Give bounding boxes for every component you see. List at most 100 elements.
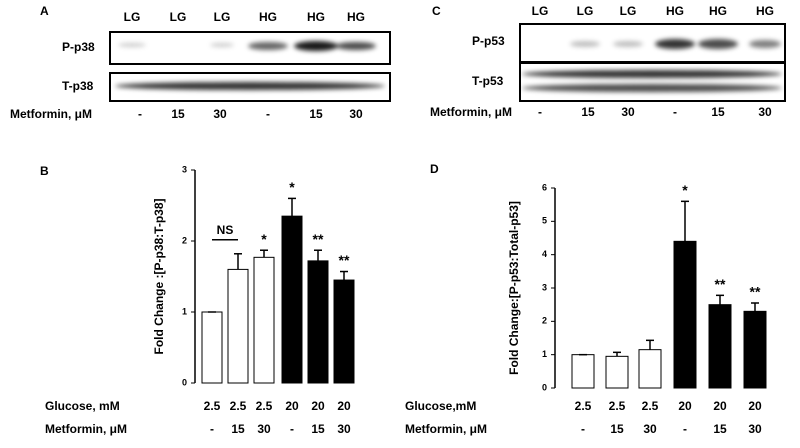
treatment-value: 15 [581,105,595,119]
error-bar [260,249,268,258]
error-bar [234,253,242,270]
bar [571,354,595,389]
row-value: 30 [643,422,657,436]
bar [307,260,329,384]
row-value: 2.5 [575,399,592,413]
row-label: Glucose, mM [45,399,120,413]
y-tick-label: 1 [182,306,187,316]
row-label: P-p38 [62,40,95,54]
y-tick-label: 3 [182,164,187,174]
row-value: 2.5 [204,399,221,413]
row-value: 20 [678,399,692,413]
bar [333,279,355,384]
row-value: 2.5 [230,399,247,413]
error-bar [288,197,296,217]
treatment-value: 30 [213,107,227,121]
treatment-value: 15 [711,105,725,119]
treatment-value: - [673,105,677,119]
row-label: P-p53 [472,34,505,48]
y-tick-label: 0 [542,382,547,392]
bar [201,311,223,384]
treatment-value: - [266,107,270,121]
error-bar [646,339,654,350]
error-bar [681,200,689,242]
lane-label: HG [259,10,277,24]
error-bar [716,294,724,305]
lane-label: HG [307,10,325,24]
bar [227,268,249,384]
treatment-value: 15 [171,107,185,121]
y-tick-label: 6 [542,182,547,192]
bar [743,310,767,389]
row-value: - [683,422,687,436]
error-bar [613,351,621,357]
significance: ** [750,284,761,300]
y-tick-label: 4 [542,249,547,259]
significance: ** [313,231,324,247]
bar [605,355,629,389]
row-value: 20 [337,399,351,413]
significance: * [682,182,688,198]
lane-label: HG [347,10,365,24]
panel-label: B [40,164,49,178]
significance: * [261,231,267,247]
lane-label: LG [170,10,187,24]
lane-label: LG [620,4,637,18]
bar [253,256,275,384]
row-value: 20 [748,399,762,413]
significance: ** [715,276,726,292]
row-value: - [581,422,585,436]
row-value: 30 [748,422,762,436]
y-axis-label: Fold Change :[P-p38:T-p38] [152,198,166,354]
treatment-value: 30 [758,105,772,119]
row-value: 30 [257,422,271,436]
row-value: - [210,422,214,436]
lane-label: HG [709,4,727,18]
row-value: 15 [713,422,727,436]
bar [708,304,732,389]
row-value: 20 [311,399,325,413]
bar [281,215,303,384]
lane-label: LG [532,4,549,18]
lane-label: LG [214,10,231,24]
row-value: 15 [311,422,325,436]
lane-label: HG [756,4,774,18]
row-value: 20 [285,399,299,413]
row-value: 2.5 [642,399,659,413]
bar [673,240,697,389]
significance: ** [339,252,350,268]
y-tick-label: 0 [182,377,187,387]
panel-label: A [40,4,49,18]
treatment-label: Metformin, μM [430,105,512,119]
error-bar [340,270,348,281]
lane-label: LG [577,4,594,18]
error-bar [751,302,759,312]
row-value: 15 [610,422,624,436]
y-tick-label: 3 [542,282,547,292]
y-tick-label: 5 [542,216,547,226]
treatment-value: - [538,105,542,119]
row-value: - [290,422,294,436]
blot-a [109,31,391,102]
row-value: 2.5 [256,399,273,413]
row-value: 15 [231,422,245,436]
row-value: 30 [337,422,351,436]
y-axis-label: Fold Change:[P-p53:Total-p53] [507,201,521,375]
row-label: T-p38 [62,79,94,93]
row-label: Glucose,mM [405,399,476,413]
panel-label: D [430,162,439,176]
treatment-label: Metformin, μM [10,107,92,121]
significance: * [289,179,295,195]
treatment-value: 30 [349,107,363,121]
row-label: Metformin, μM [405,422,487,436]
row-label: T-p53 [472,74,504,88]
treatment-value: - [138,107,142,121]
treatment-value: 15 [309,107,323,121]
panel-label: C [432,4,441,18]
lane-label: LG [124,10,141,24]
error-bar [314,249,322,261]
bar [638,349,662,389]
y-tick-label: 2 [542,316,547,326]
row-value: 20 [713,399,727,413]
